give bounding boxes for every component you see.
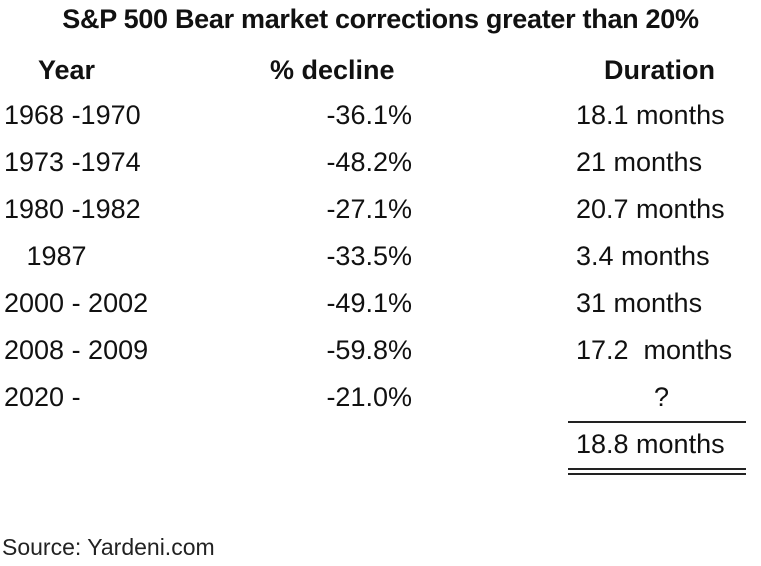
decline-cell: -59.8% bbox=[326, 335, 412, 365]
year-cell: 1980 -1982 bbox=[4, 194, 141, 224]
table-row: 1973 -1974 -48.2% 21 months bbox=[0, 147, 761, 193]
sum-rule-line bbox=[568, 421, 746, 423]
table-row: 2000 - 2002 -49.1% 31 months bbox=[0, 288, 761, 334]
duration-cell: 31 months bbox=[576, 288, 703, 318]
decline-cell: -36.1% bbox=[326, 100, 412, 130]
year-cell: 2020 - bbox=[4, 382, 81, 412]
column-header-decline: % decline bbox=[270, 55, 395, 85]
year-cell: 1987 bbox=[4, 241, 87, 271]
table-title: S&P 500 Bear market corrections greater … bbox=[62, 4, 699, 34]
year-cell: 2008 - 2009 bbox=[4, 335, 149, 365]
double-underline bbox=[568, 468, 746, 475]
duration-cell: 18.1 months bbox=[576, 100, 725, 130]
duration-cell: ? bbox=[654, 382, 670, 412]
duration-cell: 20.7 months bbox=[576, 194, 725, 224]
decline-cell: -27.1% bbox=[326, 194, 412, 224]
decline-cell: -21.0% bbox=[326, 382, 412, 412]
column-header-year: Year bbox=[38, 55, 96, 85]
duration-cell: 21 months bbox=[576, 147, 703, 177]
year-cell: 2000 - 2002 bbox=[4, 288, 149, 318]
duration-cell: 17.2 months bbox=[576, 335, 733, 365]
table-row: 2008 - 2009 -59.8% 17.2 months bbox=[0, 335, 761, 381]
decline-cell: -33.5% bbox=[326, 241, 412, 271]
average-duration: 18.8 months bbox=[576, 429, 725, 459]
decline-cell: -48.2% bbox=[326, 147, 412, 177]
source-note: Source: Yardeni.com bbox=[2, 534, 215, 560]
year-cell: 1973 -1974 bbox=[4, 147, 141, 177]
column-header-duration: Duration bbox=[604, 55, 715, 85]
table-row: 1980 -1982 -27.1% 20.7 months bbox=[0, 194, 761, 240]
table-row: 1987 -33.5% 3.4 months bbox=[0, 241, 761, 287]
year-cell: 1968 -1970 bbox=[4, 100, 141, 130]
duration-cell: 3.4 months bbox=[576, 241, 710, 271]
table-row: 1968 -1970 -36.1% 18.1 months bbox=[0, 100, 761, 146]
decline-cell: -49.1% bbox=[326, 288, 412, 318]
table-row: 2020 - -21.0% ? bbox=[0, 382, 761, 428]
